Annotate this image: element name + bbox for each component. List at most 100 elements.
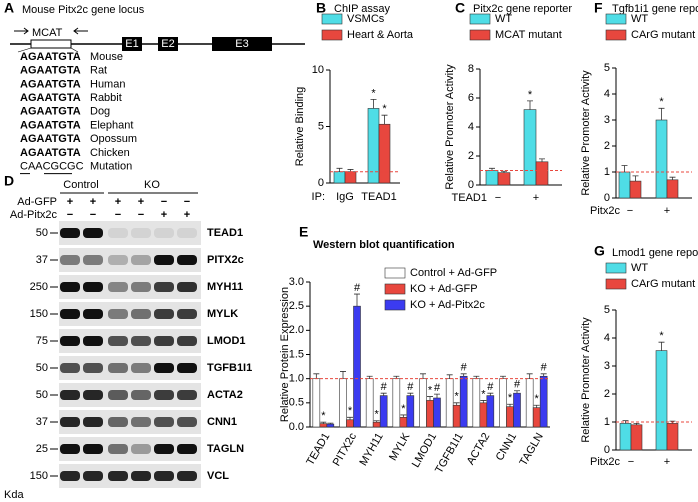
- bar: [479, 402, 488, 428]
- significance: *: [428, 384, 433, 396]
- band: [177, 336, 197, 346]
- band: [154, 417, 174, 427]
- protein-label: CNN1: [207, 416, 237, 428]
- protein-label: TAGLN: [207, 443, 244, 455]
- band: [154, 228, 174, 238]
- error-bar: [407, 392, 414, 396]
- y-tick-label: 0.5: [289, 397, 304, 409]
- y-tick-label: 0: [318, 177, 324, 189]
- bar: [532, 407, 541, 428]
- band: [60, 363, 80, 373]
- bar: [399, 417, 408, 428]
- x-tick-label: ACTA2: [465, 431, 493, 467]
- y-tick-label: 3.0: [289, 276, 304, 288]
- bar: [655, 350, 668, 451]
- legend-label: WT: [495, 13, 512, 25]
- mutation-label: Mutation: [90, 161, 132, 173]
- bar: [485, 170, 499, 186]
- band: [154, 390, 174, 400]
- mcat-box: [30, 39, 72, 49]
- y-tick-label: 2: [604, 388, 610, 400]
- bar: [459, 375, 468, 428]
- legend-label: MCAT mutant: [495, 29, 562, 41]
- y-tick-label: 2: [468, 150, 474, 162]
- exon: [158, 37, 178, 51]
- y-tick-label: 10: [312, 64, 324, 76]
- significance: *: [481, 388, 486, 400]
- y-axis-label: Relative Promoter Activity: [580, 317, 592, 443]
- band: [131, 471, 151, 481]
- bar: [452, 404, 461, 428]
- sequence: AGAATGTA: [20, 119, 81, 131]
- band: [131, 282, 151, 292]
- significance: #: [407, 381, 414, 393]
- error-bar: [632, 175, 639, 182]
- bar: [472, 378, 481, 428]
- band: [108, 228, 128, 238]
- legend-label: Control + Ad-GFP: [410, 267, 497, 279]
- significance: #: [434, 382, 441, 394]
- band: [60, 336, 80, 346]
- error-bar: [487, 392, 494, 396]
- bar: [392, 378, 401, 428]
- bar: [406, 395, 415, 428]
- error-bar: [658, 107, 665, 120]
- error-bar: [446, 374, 453, 379]
- species: Elephant: [90, 119, 133, 131]
- band: [60, 390, 80, 400]
- band: [154, 336, 174, 346]
- significance: *: [401, 403, 406, 415]
- y-tick-label: 5: [318, 120, 324, 132]
- exon: [122, 37, 142, 51]
- y-axis-label: Relative Promoter Activity: [580, 70, 592, 196]
- error-bar: [507, 403, 513, 407]
- legend-swatch: [605, 29, 627, 41]
- band: [60, 282, 80, 292]
- error-bar: [480, 400, 487, 403]
- x-tick-label: −: [627, 205, 633, 217]
- band: [131, 444, 151, 454]
- band: [83, 282, 103, 292]
- x-tick-label: MYLK: [387, 430, 413, 463]
- legend-label: WT: [631, 262, 648, 274]
- marker-size: 50: [36, 362, 48, 374]
- error-bar: [514, 390, 520, 394]
- legend-label: VSMCs: [347, 13, 385, 25]
- chart-title: ChIP assay: [334, 3, 391, 15]
- bar: [525, 378, 534, 428]
- band: [83, 390, 103, 400]
- band: [154, 363, 174, 373]
- x-axis-label: IP:: [312, 191, 325, 203]
- band: [60, 228, 80, 238]
- protein-label: MYLK: [207, 308, 238, 320]
- lane-sign: −: [115, 209, 121, 221]
- significance: *: [528, 89, 533, 101]
- band: [83, 309, 103, 319]
- error-bar: [526, 373, 533, 379]
- band: [83, 417, 103, 427]
- species: Rabbit: [90, 92, 122, 104]
- band: [83, 471, 103, 481]
- panel-title: Mouse Pitx2c gene locus: [22, 4, 145, 16]
- treatment-label: Ad-Pitx2c: [10, 209, 58, 221]
- bar: [339, 378, 347, 428]
- sequence: AGAATGTA: [20, 78, 81, 90]
- legend-swatch: [384, 267, 406, 279]
- significance: #: [541, 362, 548, 374]
- legend-label: WT: [631, 13, 648, 25]
- y-tick-label: 4: [468, 121, 474, 133]
- protein-label: VCL: [207, 470, 229, 482]
- legend-swatch: [605, 262, 627, 274]
- y-tick-label: 6: [468, 92, 474, 104]
- band: [154, 282, 174, 292]
- band: [131, 228, 151, 238]
- error-bar: [366, 375, 373, 379]
- significance: *: [659, 96, 664, 108]
- significance: #: [514, 379, 521, 391]
- lane-sign: +: [161, 209, 167, 221]
- band: [83, 363, 103, 373]
- sequence: AGAATGTA: [20, 147, 81, 159]
- error-bar: [313, 373, 320, 379]
- error-bar: [340, 371, 346, 379]
- significance: *: [382, 103, 387, 115]
